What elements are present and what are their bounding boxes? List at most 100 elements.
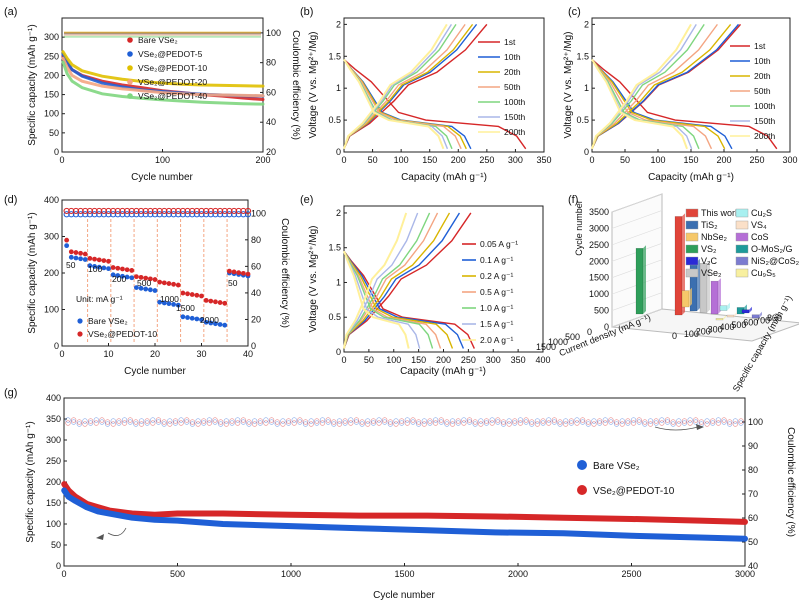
y2-tick-label: 60: [748, 513, 758, 523]
bar-front: [719, 305, 728, 311]
ce-point: [512, 418, 518, 424]
ce-point: [86, 211, 94, 218]
ce-point: [732, 421, 738, 427]
legend-label: 150th: [754, 116, 776, 126]
ce-point: [574, 420, 580, 426]
ce-point: [365, 421, 371, 427]
ce-point: [546, 420, 552, 426]
y-tick-label: 150: [44, 90, 59, 100]
legend-marker: [77, 318, 83, 324]
capacity-point: [175, 302, 181, 308]
ce-point: [71, 417, 77, 423]
y-tick-label: 1.5: [576, 51, 589, 61]
ce-point: [100, 207, 107, 215]
ce-point: [170, 207, 177, 215]
ce-point: [246, 421, 252, 427]
capacity-point: [213, 321, 218, 327]
ce-point: [161, 419, 167, 425]
z-gridline: [611, 226, 663, 246]
y-tick-label: 700: [755, 315, 770, 325]
ce-point: [506, 418, 512, 424]
x-tick-label: 40: [243, 349, 253, 359]
ce-point: [534, 418, 541, 424]
ce-point: [636, 419, 642, 425]
x-tick-label: 10: [103, 349, 113, 359]
ce-point: [483, 420, 490, 426]
capacity-point: [115, 273, 121, 278]
z-tick-label: 500: [594, 306, 609, 316]
ce-point: [376, 420, 382, 426]
ce-point: [710, 420, 716, 426]
ce-point: [229, 420, 235, 426]
ce-point: [93, 420, 99, 426]
ce-point: [240, 207, 247, 215]
ce-point: [207, 207, 214, 215]
ce-point: [175, 211, 182, 218]
x-tick-label: 20: [150, 349, 160, 359]
ce-point: [161, 211, 168, 218]
ce-point: [727, 419, 733, 425]
ce-point: [193, 211, 200, 218]
x-tick-label: 300: [508, 155, 523, 165]
plot-frame-b: [343, 17, 545, 153]
legend-label: 1.5 A g⁻¹: [480, 319, 513, 329]
x-tick-label: 30: [196, 349, 206, 359]
y-tick-label: 1: [336, 83, 341, 93]
ce-point: [155, 419, 162, 425]
capacity-point: [166, 281, 172, 286]
capacity-point: [189, 315, 195, 321]
panel-g: (g) 0 500 1000 1500 2000 2500 3000 0 50 100 150 200…: [4, 387, 796, 601]
legend-label: 0.2 A g⁻¹: [480, 271, 513, 281]
capacity-point: [124, 274, 130, 280]
legend-label: VSe₂@PEDOT-20: [138, 77, 207, 87]
discharge-curve: [343, 59, 472, 150]
ce-point: [404, 420, 410, 426]
z-gridline: [611, 308, 663, 328]
ce-point: [647, 421, 654, 427]
ce-point: [399, 418, 405, 424]
ce-point: [230, 207, 238, 215]
ylabel-d: Specific capacity (mAh g⁻¹): [27, 212, 38, 333]
x-tick-label: 1500: [536, 342, 556, 352]
discharge-curve: [591, 58, 688, 150]
y2-tick-label: 100: [251, 208, 266, 218]
capacity-point: [68, 249, 74, 255]
y-tick-label: 0: [336, 147, 341, 157]
ce-point: [704, 421, 710, 427]
capacity-point: [87, 263, 93, 269]
ce-point: [353, 417, 360, 423]
ce-point: [230, 211, 238, 218]
ce-point: [568, 420, 574, 426]
ce-point: [302, 419, 309, 425]
legend-marker: [127, 65, 133, 71]
legend-label: 1st: [754, 41, 766, 51]
discharge-curve: [343, 58, 527, 150]
ce-point: [77, 211, 84, 218]
ce-point: [659, 420, 665, 426]
y2-tick-label: 80: [266, 58, 276, 68]
ce-point: [127, 417, 133, 423]
ce-point: [203, 207, 210, 215]
ce-point: [653, 420, 659, 426]
ce-point: [308, 421, 314, 427]
y-tick-label: 50: [51, 540, 61, 550]
xlabel-e: Capacity (mAh g⁻¹): [400, 366, 486, 377]
y2-tick-label: 60: [266, 87, 276, 97]
ce-point: [206, 417, 212, 423]
bar-front: [635, 248, 644, 315]
ce-point: [189, 421, 196, 427]
ce-point: [625, 418, 631, 424]
ce-point: [738, 418, 744, 424]
ce-point: [630, 417, 637, 423]
ce-point: [512, 420, 518, 426]
ce-point: [348, 417, 354, 423]
legend-label: VSe₂@PEDOT-5: [138, 49, 203, 59]
ce-point: [280, 418, 286, 424]
ce-point: [670, 419, 676, 425]
bar-front: [741, 309, 750, 314]
discharge-curve: [343, 250, 454, 349]
charge-curve: [343, 212, 408, 349]
ce-point: [466, 417, 473, 423]
ce-point: [495, 419, 501, 425]
y2label-a: Coulombic efficiency (%): [290, 30, 301, 140]
